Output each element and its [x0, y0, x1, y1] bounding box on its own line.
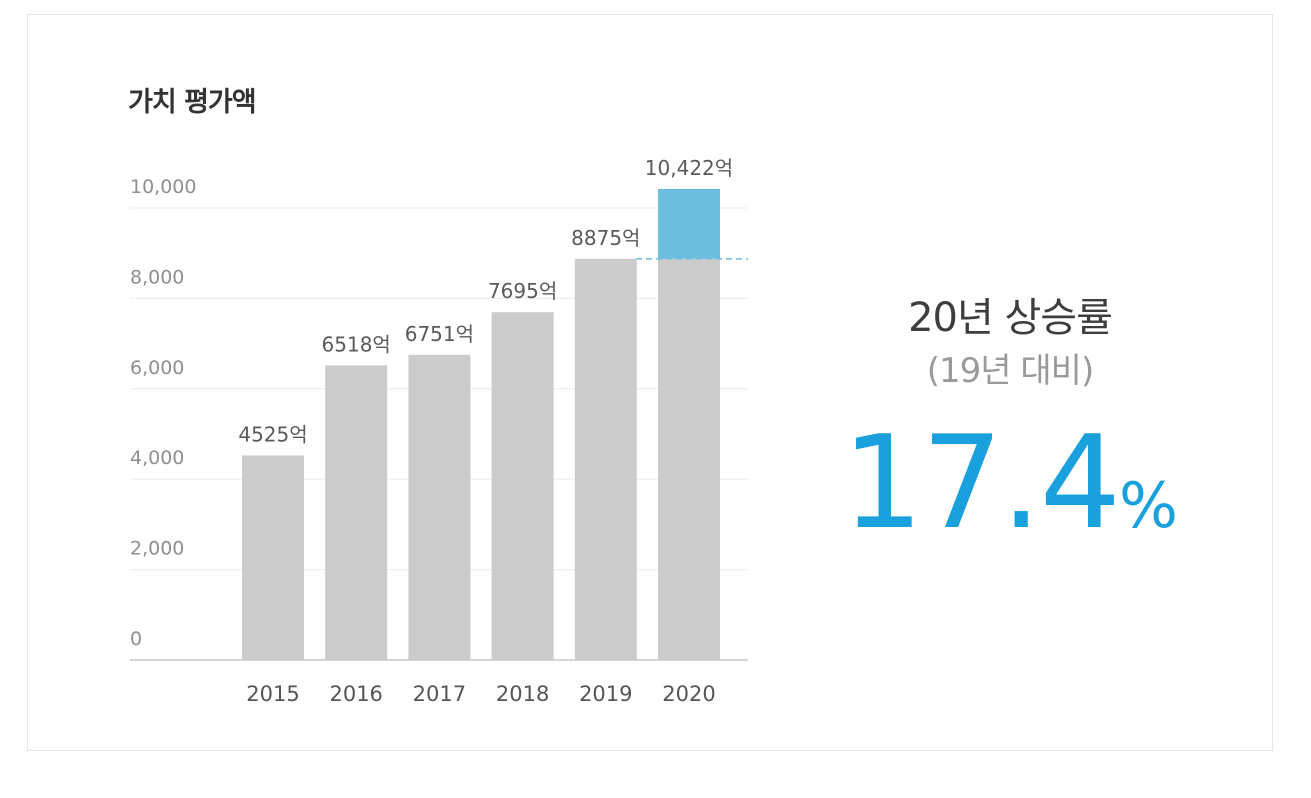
x-tick-label: 2015: [246, 682, 299, 706]
growth-rate-value: 17.4: [842, 409, 1121, 558]
x-tick-label: 2019: [579, 682, 632, 706]
data-label: 10,422억: [645, 156, 733, 180]
chart-card: [27, 14, 1273, 751]
growth-rate-unit: %: [1119, 469, 1178, 542]
bar-increase-segment: [658, 188, 720, 259]
y-tick-label: 4,000: [130, 447, 184, 469]
y-tick-label: 0: [130, 628, 142, 650]
data-label: 8875억: [571, 226, 640, 250]
x-tick-label: 2016: [329, 682, 382, 706]
growth-subline: (19년 대비): [926, 351, 1094, 391]
data-label: 6751억: [405, 322, 474, 346]
x-tick-label: 2018: [496, 682, 549, 706]
y-tick-label: 6,000: [130, 357, 184, 379]
bar: [242, 455, 304, 660]
data-label: 7695억: [488, 279, 557, 303]
growth-summary: 20년 상승률 (19년 대비) 17.4%: [800, 290, 1220, 592]
growth-headline: 20년 상승률: [908, 295, 1113, 341]
bar: [325, 365, 388, 660]
chart-title: 가치 평가액: [128, 87, 257, 118]
data-label: 4525억: [238, 422, 307, 446]
y-tick-label: 8,000: [130, 266, 184, 288]
bar-chart: 0 2,000 4,000 6,000 8,000 10,000 4525억 2015 6518…: [130, 156, 748, 706]
x-tick-label: 2017: [413, 682, 466, 706]
x-tick-label: 2020: [662, 682, 715, 706]
data-label: 6518억: [322, 332, 391, 356]
bar: [574, 258, 637, 660]
bar: [491, 312, 554, 660]
bar: [408, 354, 471, 660]
y-tick-label: 10,000: [130, 176, 196, 198]
bar: [658, 258, 720, 660]
y-tick-label: 2,000: [130, 538, 184, 560]
growth-rate: 17.4%: [800, 414, 1220, 592]
